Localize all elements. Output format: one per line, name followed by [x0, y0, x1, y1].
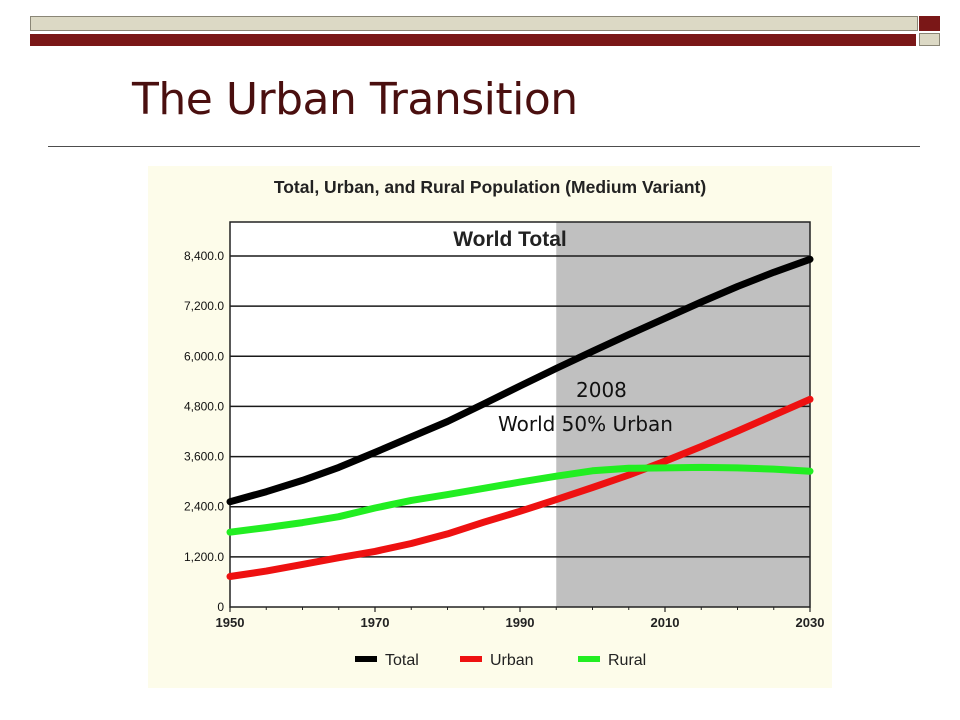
- y-tick-label: 6,000.0: [184, 349, 224, 363]
- legend-label-total: Total: [385, 652, 419, 669]
- header-band-accent: [30, 34, 916, 46]
- chart-panel: Total, Urban, and Rural Population (Medi…: [148, 166, 832, 688]
- series-line-urban: [226, 395, 814, 580]
- corner-square-accent: [919, 16, 940, 31]
- x-tick-label: 1970: [361, 615, 390, 630]
- chart-title: Total, Urban, and Rural Population (Medi…: [273, 177, 707, 197]
- y-tick-label: 2,400.0: [184, 500, 224, 514]
- x-tick-label: 1990: [506, 615, 535, 630]
- slide-title: The Urban Transition: [132, 74, 578, 125]
- y-tick-label: 3,600.0: [184, 450, 224, 464]
- population-chart: 0 1,200.0 2,400.0 3,600.0 4,800.0 6,000.0 7,20…: [184, 221, 825, 669]
- series-line-total: [226, 255, 814, 506]
- y-tick-label: 1,200.0: [184, 550, 224, 564]
- x-tick-label: 2010: [651, 615, 680, 630]
- legend-label-rural: Rural: [608, 652, 646, 669]
- annotation-text: World 50% Urban: [498, 412, 673, 436]
- legend-label-urban: Urban: [490, 652, 534, 669]
- series-line-rural: [226, 463, 814, 536]
- y-tick-label: 7,200.0: [184, 299, 224, 313]
- chart-subtitle: World Total: [453, 228, 567, 251]
- y-tick-label: 8,400.0: [184, 249, 224, 263]
- title-divider: [48, 146, 920, 147]
- y-tick-label: 4,800.0: [184, 399, 224, 413]
- corner-square-light: [919, 33, 940, 46]
- y-tick-label: 0: [217, 600, 224, 614]
- annotation-year: 2008: [576, 378, 627, 402]
- header-band-top: [30, 16, 918, 31]
- x-tick-label: 1950: [216, 615, 245, 630]
- x-tick-label: 2030: [796, 615, 825, 630]
